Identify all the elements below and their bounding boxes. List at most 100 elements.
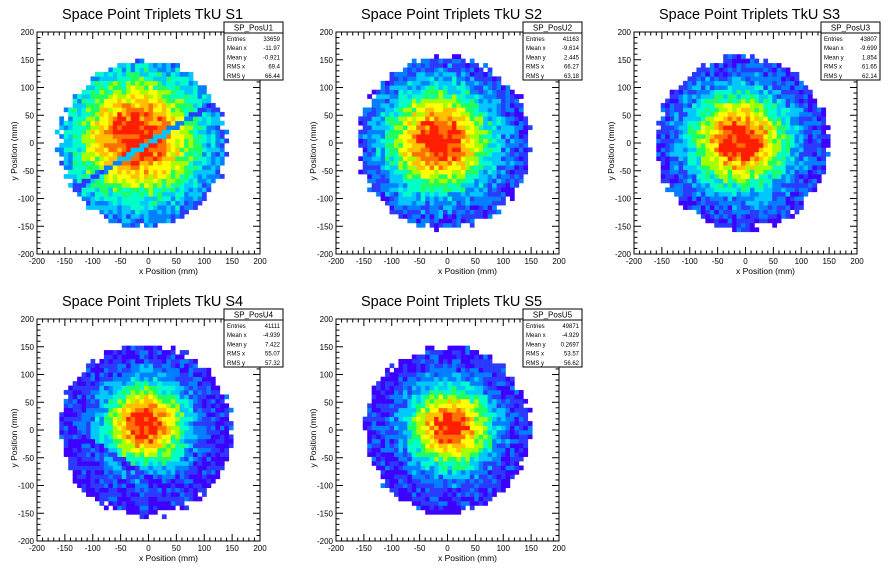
heatmap-bin	[161, 461, 167, 466]
heatmap-bin	[135, 381, 140, 386]
heatmap-bin	[678, 98, 684, 104]
heatmap-bin	[63, 174, 69, 179]
heatmap-bin	[474, 89, 480, 95]
heatmap-bin	[460, 71, 466, 77]
x-tick-label: 100	[795, 257, 809, 266]
heatmap-bin	[206, 138, 212, 144]
heatmap-bin	[193, 138, 198, 144]
heatmap-bin	[170, 465, 176, 471]
heatmap-bin	[451, 151, 457, 157]
heatmap-bin	[812, 174, 818, 179]
y-tick-label: 200	[21, 28, 35, 37]
heatmap-bin	[514, 178, 520, 184]
heatmap-bin	[478, 120, 484, 126]
heatmap-bin	[63, 120, 69, 126]
heatmap-bin	[799, 156, 804, 162]
heatmap-bin	[367, 169, 372, 175]
heatmap-bin	[139, 403, 145, 409]
heatmap-bin	[99, 71, 105, 77]
heatmap-bin	[157, 421, 163, 426]
heatmap-bin	[420, 85, 426, 91]
heatmap-bin	[144, 425, 149, 431]
heatmap-bin	[674, 103, 679, 108]
heatmap-bin	[148, 483, 154, 489]
heatmap-bin	[691, 89, 697, 95]
heatmap-bin	[438, 138, 444, 144]
heatmap-bin	[732, 222, 737, 228]
heatmap-bin	[103, 129, 109, 135]
heatmap-bin	[188, 156, 194, 162]
heatmap-bin	[687, 76, 693, 82]
heatmap-bin	[429, 169, 435, 175]
heatmap-bin	[157, 474, 163, 480]
heatmap-bin	[505, 169, 511, 175]
heatmap-bin	[94, 160, 100, 166]
heatmap-bin	[86, 174, 91, 179]
heatmap-bin	[456, 58, 462, 64]
stats-key: Mean x	[824, 46, 844, 52]
heatmap-bin	[451, 63, 457, 68]
heatmap-bin	[700, 103, 706, 108]
heatmap-bin	[474, 169, 480, 175]
heatmap-bin	[385, 125, 390, 130]
heatmap-bin	[371, 111, 377, 117]
y-tick-label: -150	[18, 222, 35, 231]
heatmap-bin	[179, 483, 185, 489]
heatmap-bin	[90, 438, 96, 444]
heatmap-bin	[188, 125, 194, 130]
heatmap-bin	[117, 483, 123, 489]
heatmap-bin	[94, 416, 100, 422]
heatmap-bin	[434, 103, 439, 108]
heatmap-bin	[501, 103, 506, 108]
heatmap-bin	[72, 430, 78, 435]
heatmap-bin	[451, 178, 457, 184]
x-tick-label: 0	[445, 257, 450, 266]
heatmap-bin	[376, 138, 381, 144]
heatmap-bin	[108, 367, 114, 373]
heatmap-bin	[790, 196, 795, 202]
heatmap-bin	[157, 350, 163, 355]
heatmap-bin	[152, 372, 158, 378]
heatmap-bin	[90, 372, 96, 378]
heatmap-bin	[687, 147, 693, 153]
heatmap-bin	[126, 443, 131, 449]
heatmap-bin	[745, 76, 751, 82]
heatmap-bin	[687, 134, 693, 139]
heatmap-bin	[803, 174, 809, 179]
heatmap-bin	[63, 138, 69, 144]
heatmap-bin	[90, 465, 96, 471]
heatmap-bin	[121, 63, 127, 68]
heatmap-bin	[393, 107, 399, 113]
heatmap-bin	[170, 196, 176, 202]
heatmap-bin	[135, 129, 140, 135]
heatmap-bin	[456, 129, 462, 135]
heatmap-bin	[687, 120, 693, 126]
heatmap-bin	[112, 434, 118, 440]
heatmap-bin	[425, 182, 430, 188]
heatmap-bin	[99, 209, 105, 215]
heatmap-bin	[727, 174, 733, 179]
chart-title: Space Point Triplets TkU S3	[659, 7, 840, 23]
y-tick-label: 0	[329, 139, 334, 148]
heatmap-bin	[727, 178, 733, 184]
x-tick-label: 200	[253, 257, 267, 266]
y-tick-label: 150	[320, 56, 334, 65]
heatmap-bin	[754, 174, 760, 179]
heatmap-bin	[175, 425, 181, 431]
heatmap-bin	[398, 151, 404, 157]
heatmap-bin	[170, 116, 176, 122]
heatmap-bin	[135, 191, 140, 197]
heatmap-bin	[148, 125, 154, 130]
heatmap-bin	[389, 116, 395, 122]
heatmap-bin	[438, 89, 444, 95]
heatmap-bin	[696, 143, 702, 148]
heatmap-bin	[161, 421, 167, 426]
heatmap-bin	[407, 191, 413, 197]
heatmap-bin	[135, 200, 140, 206]
heatmap-bin	[416, 120, 422, 126]
heatmap-bin	[152, 394, 158, 400]
heatmap-bin	[210, 116, 216, 122]
heatmap-bin	[745, 191, 751, 197]
heatmap-bin	[130, 218, 136, 224]
heatmap-bin	[206, 187, 212, 193]
